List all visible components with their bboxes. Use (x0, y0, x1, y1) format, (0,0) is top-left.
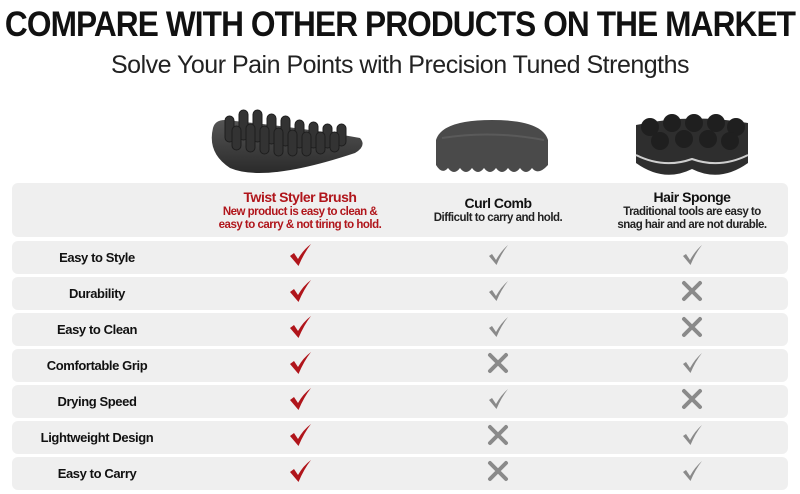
check-icon (288, 423, 312, 452)
curl-comb-image (436, 120, 548, 172)
check-icon (486, 315, 510, 344)
product-name: Curl Comb (464, 195, 532, 211)
feature-cell: Drying Speed (12, 385, 182, 418)
product-description: snag hair and are not durable. (617, 218, 767, 231)
value-cell (597, 277, 787, 310)
feature-rows: Easy to Style Durability Easy to Clean Comf… (12, 241, 788, 490)
product-description: Difficult to carry and hold. (433, 212, 563, 224)
table-row: Durability (12, 277, 788, 310)
table-row: Easy to Style (12, 241, 788, 274)
twist-styler-brush-image (211, 109, 363, 173)
table-row: Lightweight Design (12, 421, 788, 454)
value-cell (200, 421, 400, 454)
value-cell (597, 385, 787, 418)
value-cell (200, 457, 400, 490)
feature-cell: Lightweight Design (12, 421, 182, 454)
value-cell (398, 349, 598, 382)
value-cell (200, 349, 400, 382)
cross-icon (486, 423, 510, 452)
value-cell (398, 457, 598, 490)
check-icon (288, 315, 312, 344)
feature-label: Drying Speed (57, 394, 137, 409)
check-icon (680, 423, 704, 452)
comparison-table: Twist Styler Brush New product is easy t… (12, 183, 788, 493)
table-row: Drying Speed (12, 385, 788, 418)
check-icon (288, 387, 312, 416)
feature-label: Comfortable Grip (46, 358, 148, 373)
page-subtitle: Solve Your Pain Points with Precision Tu… (110, 51, 690, 79)
check-icon (288, 459, 312, 488)
feature-label: Easy to Carry (57, 466, 137, 481)
cross-icon (486, 459, 510, 488)
value-cell (597, 457, 787, 490)
feature-cell: Easy to Style (12, 241, 182, 274)
product-description: Traditional tools are easy to (623, 205, 761, 218)
feature-label: Easy to Style (59, 250, 135, 265)
feature-cell: Durability (12, 277, 182, 310)
page-title: COMPARE WITH OTHER PRODUCTS ON THE MARKE… (4, 5, 796, 44)
table-row: Comfortable Grip (12, 349, 788, 382)
page-subtitle-container: Solve Your Pain Points with Precision Tu… (0, 50, 800, 82)
feature-label: Lightweight Design (40, 430, 154, 445)
product-name: Hair Sponge (653, 188, 731, 205)
feature-cell: Easy to Clean (12, 313, 182, 346)
product-name: Twist Styler Brush (243, 188, 357, 205)
value-cell (597, 421, 787, 454)
check-icon (288, 243, 312, 272)
check-icon (486, 243, 510, 272)
value-cell (398, 313, 598, 346)
value-cell (398, 385, 598, 418)
product-header-curl-comb: Curl Comb Difficult to carry and hold. (398, 183, 598, 237)
value-cell (597, 349, 787, 382)
check-icon (486, 387, 510, 416)
cross-icon (680, 279, 704, 308)
feature-cell: Easy to Carry (12, 457, 182, 490)
hair-sponge-image (635, 114, 749, 175)
product-description: New product is easy to clean & (222, 205, 378, 218)
value-cell (200, 313, 400, 346)
value-cell (398, 241, 598, 274)
value-cell (398, 277, 598, 310)
product-header-hair-sponge: Hair Sponge Traditional tools are easy t… (597, 183, 787, 237)
header-row: Twist Styler Brush New product is easy t… (12, 183, 788, 237)
check-icon (680, 459, 704, 488)
value-cell (200, 385, 400, 418)
feature-cell: Comfortable Grip (12, 349, 182, 382)
check-icon (288, 351, 312, 380)
cross-icon (486, 351, 510, 380)
feature-label: Easy to Clean (56, 322, 138, 337)
cross-icon (680, 387, 704, 416)
value-cell (200, 241, 400, 274)
table-row: Easy to Carry (12, 457, 788, 490)
check-icon (486, 279, 510, 308)
check-icon (288, 279, 312, 308)
page-title-container: COMPARE WITH OTHER PRODUCTS ON THE MARKE… (0, 4, 800, 48)
feature-label: Durability (69, 286, 125, 301)
value-cell (200, 277, 400, 310)
cross-icon (680, 315, 704, 344)
value-cell (398, 421, 598, 454)
product-header-twist-styler-brush: Twist Styler Brush New product is easy t… (200, 183, 400, 237)
table-row: Easy to Clean (12, 313, 788, 346)
product-description: easy to carry & not tiring to hold. (218, 218, 382, 231)
value-cell (597, 241, 787, 274)
check-icon (680, 243, 704, 272)
check-icon (680, 351, 704, 380)
value-cell (597, 313, 787, 346)
